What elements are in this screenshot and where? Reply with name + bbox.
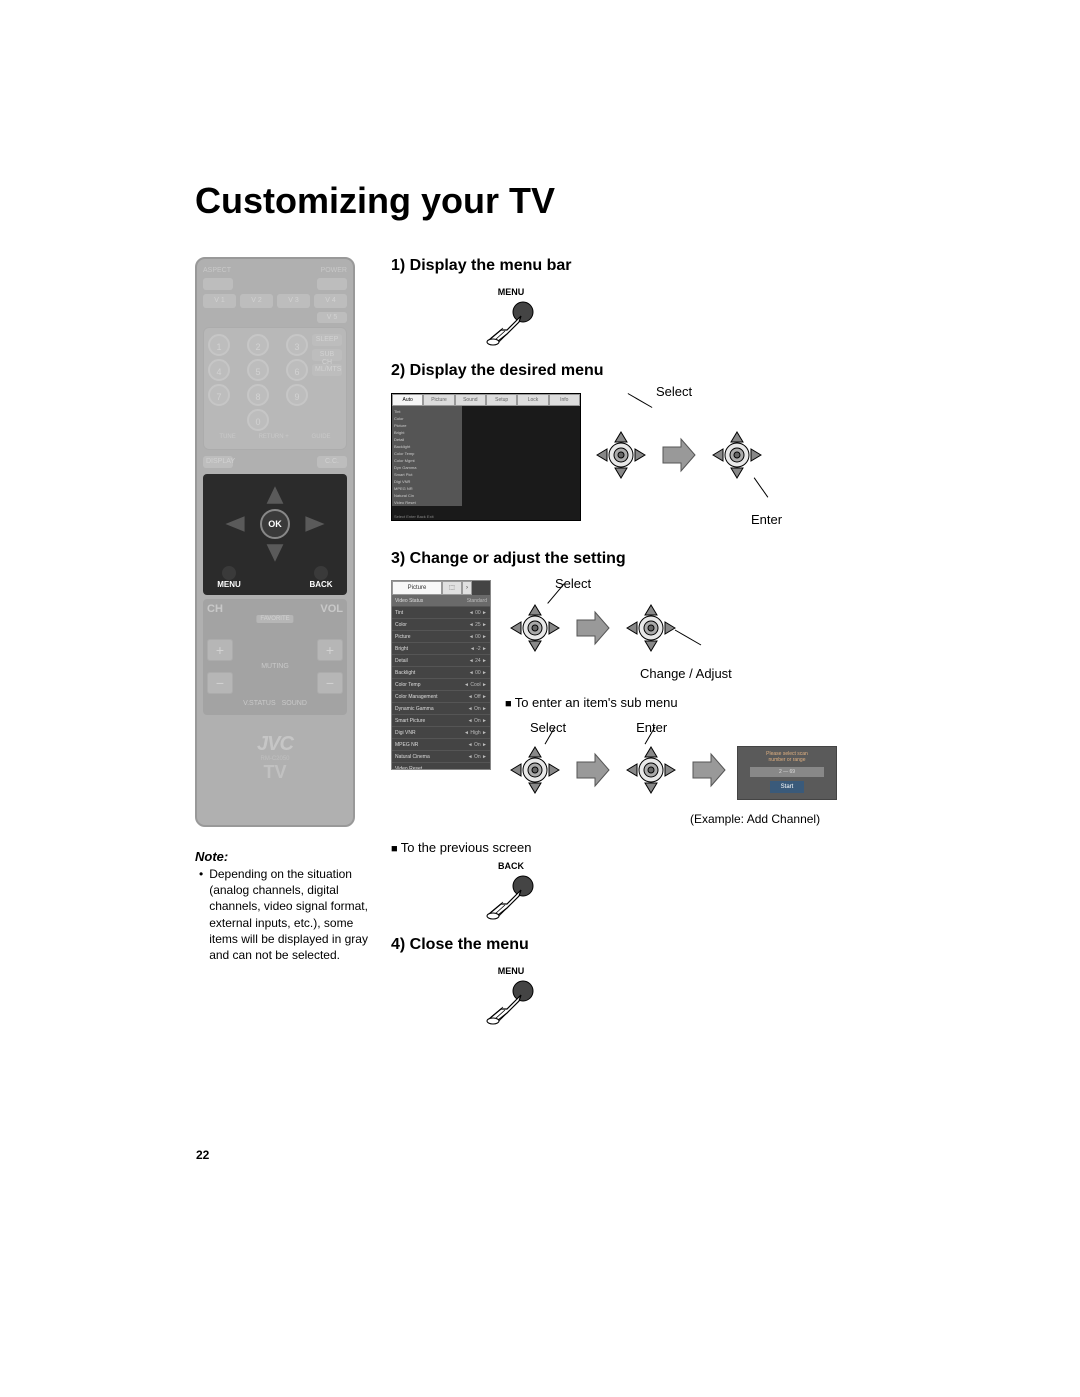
remote-nav-cluster: OK MENU BACK — [203, 474, 347, 595]
example-caption: (Example: Add Channel) — [690, 812, 837, 826]
joystick-icon — [621, 741, 681, 804]
submenu-label: To enter an item's sub menu — [505, 695, 837, 710]
select-label-2: Select — [555, 576, 887, 591]
joystick-select-icon — [591, 426, 651, 489]
add-channel-example: Please select scan number or range 2 — 6… — [737, 746, 837, 800]
enter-label: Enter — [751, 512, 782, 527]
v1-btn: V 1 — [203, 294, 236, 308]
select-label-3: Select — [530, 720, 566, 735]
arrow-right-icon — [661, 437, 697, 478]
joystick-icon — [621, 599, 681, 662]
power-label: POWER — [321, 267, 347, 274]
page-title: Customizing your TV — [195, 180, 890, 222]
note-heading: Note: — [195, 849, 375, 864]
press-menu-close-illustration: MENU — [466, 966, 556, 1027]
v5-btn: V 5 — [317, 312, 347, 323]
prev-screen-label: To the previous screen — [391, 840, 890, 855]
arrow-right-icon — [575, 752, 611, 793]
step-4-title: 4) Close the menu — [391, 936, 890, 954]
press-menu-illustration: MENU — [466, 287, 556, 348]
joystick-enter-icon — [707, 426, 767, 489]
v3-btn: V 3 — [277, 294, 310, 308]
jvc-logo: JVC — [203, 733, 347, 756]
select-label: Select — [656, 384, 692, 399]
note-block: Note: Depending on the situation (analog… — [195, 849, 375, 963]
change-adjust-label: Change / Adjust — [640, 666, 972, 681]
joystick-icon — [505, 741, 565, 804]
aspect-label: ASPECT — [203, 267, 231, 274]
menu-button-label: MENU — [498, 287, 525, 297]
picture-menu-screenshot: Picture⬚› Video StatusStandardTint◄ 00 ►… — [391, 580, 491, 770]
arrow-right-icon — [691, 752, 727, 793]
arrow-right-icon — [575, 610, 611, 651]
menu-button-label-2: MENU — [498, 966, 525, 976]
ok-button: OK — [260, 509, 290, 539]
v4-btn: V 4 — [314, 294, 347, 308]
step-3-title: 3) Change or adjust the setting — [391, 550, 890, 568]
joystick-icon — [505, 599, 565, 662]
back-button-label: BACK — [498, 861, 524, 871]
step-2-title: 2) Display the desired menu — [391, 362, 890, 380]
tv-menu-screenshot: AutoPictureSoundSetupLockInfo TintColorP… — [391, 393, 581, 521]
press-back-illustration: BACK — [466, 861, 556, 922]
note-text: Depending on the situation (analog chann… — [209, 866, 375, 963]
page-number: 22 — [196, 1148, 209, 1162]
remote-control-illustration: ASPECTPOWER V 1 V 2 V 3 V 4 V 5 123 45 — [195, 257, 355, 827]
v2-btn: V 2 — [240, 294, 273, 308]
step-1-title: 1) Display the menu bar — [391, 257, 890, 275]
